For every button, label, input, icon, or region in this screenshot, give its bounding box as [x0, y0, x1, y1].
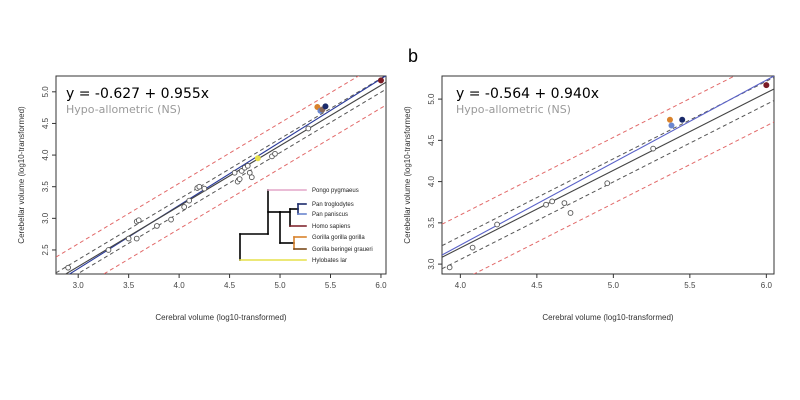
highlighted-point: [668, 122, 675, 129]
data-point: [105, 247, 112, 253]
x-tick-label: 5.5: [325, 281, 337, 290]
data-point: [446, 264, 453, 271]
y-tick-label: 4.0: [41, 149, 50, 161]
tree-taxon-label: Hylobates lar: [312, 258, 347, 264]
data-point: [567, 210, 574, 216]
data-point: [246, 169, 253, 176]
x-tick-label: 3.0: [73, 281, 85, 290]
data-point: [561, 200, 568, 206]
data-point: [65, 264, 71, 271]
y-tick-label: 3.5: [427, 217, 436, 229]
data-point: [272, 150, 278, 157]
x-axis-label: Cerebral volume (log10-transformed): [542, 313, 674, 322]
x-tick-label: 5.0: [608, 281, 620, 290]
clipped-lines: [56, 76, 386, 274]
y-tick-label: 2.5: [41, 244, 50, 256]
y-tick-label: 3.0: [41, 212, 50, 224]
highlighted-point: [254, 155, 261, 162]
data-point: [469, 244, 476, 251]
data-point: [135, 217, 142, 224]
prediction-lower-line: [102, 104, 386, 274]
prediction-upper-line: [442, 76, 736, 225]
y-tick-label: 3.0: [427, 258, 436, 270]
x-tick-label: 4.0: [455, 281, 467, 290]
y-tick-label: 5.0: [427, 93, 436, 105]
y-tick-label: 4.5: [41, 117, 50, 129]
data-point: [196, 183, 203, 190]
data-point: [494, 221, 500, 228]
points-layer: [65, 77, 384, 271]
highlighted-point: [322, 103, 329, 110]
x-tick-label: 4.5: [224, 281, 236, 290]
x-tick-label: 4.0: [174, 281, 186, 290]
y-tick-label: 5.0: [41, 86, 50, 98]
data-point: [248, 174, 255, 181]
data-point: [549, 198, 556, 205]
ticks-layer: 4.0 4.5 5.0 5.5 6.0 3.0 3.5 4.0 4.5 5.0: [427, 93, 772, 290]
data-point: [201, 185, 208, 192]
plot-frame: [441, 75, 775, 275]
y-tick-label: 4.5: [427, 134, 436, 146]
x-tick-label: 3.5: [123, 281, 135, 290]
highlighted-point: [679, 116, 686, 123]
data-point: [186, 197, 193, 204]
y-axis-label: Cerebellar volume (log10-transformed): [403, 106, 412, 244]
x-tick-label: 6.0: [375, 281, 387, 290]
equation-text: y = -0.564 + 0.940x: [456, 86, 599, 102]
y-axis-label: Cerebellar volume (log10-transformed): [17, 106, 26, 244]
tree-taxon-label: Homo sapiens: [312, 224, 350, 230]
prediction-lower-line: [472, 121, 774, 274]
panel-label-b: b: [408, 46, 418, 66]
equation-text: y = -0.627 + 0.955x: [66, 86, 209, 102]
tree-taxon-label: Gorilla beringei graueri: [312, 247, 373, 253]
lines-layer: [56, 76, 386, 274]
highlighted-point: [763, 82, 770, 89]
data-point: [543, 201, 549, 208]
isometry-line: [68, 76, 386, 274]
data-point: [154, 223, 160, 229]
panel-b: b 4.0 4.5 5.0 5.5 6.0 3.0 3.5 4.0 4.5 5.0 y = -0.…: [403, 46, 775, 322]
tree-taxon-label: Gorilla gorilla gorilla: [312, 235, 365, 241]
x-tick-label: 5.5: [684, 281, 696, 290]
tree-taxon-label: Pan troglodytes: [312, 202, 354, 208]
data-point: [236, 176, 243, 182]
panel-a: 3.0 3.5 4.0 4.5 5.0 5.5 6.02.53.03.54.04.55.0 …: [17, 75, 387, 322]
data-point: [604, 180, 611, 187]
points-layer: [446, 82, 770, 271]
data-point: [181, 204, 188, 210]
data-point: [133, 235, 140, 242]
highlighted-point: [666, 116, 673, 123]
tree-taxon-label: Pongo pygmaeus: [312, 188, 359, 194]
x-axis-label: Cerebral volume (log10-transformed): [155, 313, 287, 322]
x-tick-label: 5.0: [274, 281, 286, 290]
data-point: [305, 125, 312, 132]
prediction-upper-line: [56, 76, 360, 258]
allometry-annotation: Hypo-allometric (NS): [66, 103, 181, 116]
data-point: [231, 169, 238, 176]
y-tick-label: 3.5: [41, 181, 50, 193]
legend-tree: Pongo pygmaeus Pan troglodytes Pan paniscu…: [239, 188, 373, 264]
confidence-lower-line: [76, 88, 386, 274]
x-tick-label: 4.5: [531, 281, 543, 290]
ticks-layer: 3.0 3.5 4.0 4.5 5.0 5.5 6.0 2.5 3.0 3.5 4.0 4.5 5.0: [41, 86, 387, 290]
data-point: [125, 235, 132, 242]
data-point: [244, 162, 251, 169]
confidence-lower-line: [442, 100, 774, 270]
data-point: [168, 216, 174, 223]
x-tick-label: 6.0: [761, 281, 773, 290]
tree-taxon-label: Pan paniscus: [312, 212, 348, 218]
plot-frame: [55, 75, 387, 275]
allometry-annotation: Hypo-allometric (NS): [456, 103, 571, 116]
highlighted-point: [377, 77, 384, 84]
regression-line: [442, 88, 774, 258]
confidence-upper-line: [56, 76, 386, 274]
regression-line: [64, 81, 386, 274]
y-tick-label: 4.0: [427, 175, 436, 187]
data-point: [650, 145, 656, 152]
